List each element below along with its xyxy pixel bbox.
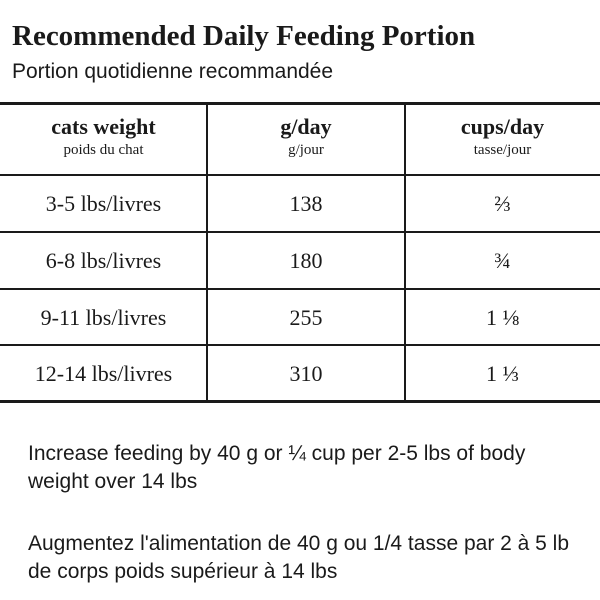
table-cell: 255: [289, 305, 323, 330]
note: Increase feeding by 40 g or ¼ cup per 2-…: [28, 442, 526, 493]
table-border: [0, 102, 600, 105]
column-header: cups/day tasse/jour: [405, 114, 600, 159]
column-header: cats weight poids du chat: [0, 114, 207, 159]
column-divider: [206, 103, 208, 402]
table-cell: 6-8 lbs/livres: [45, 248, 162, 273]
table-cell: 138: [289, 191, 323, 216]
column-title: cats weight: [51, 114, 156, 139]
table-cell: 1 ⅛: [486, 305, 519, 330]
table-cell: 180: [289, 248, 323, 273]
column-title: g/day: [280, 114, 332, 139]
column-header: g/day g/jour: [207, 114, 405, 159]
table-border: [0, 400, 600, 403]
title: Recommended Daily Feeding Portion: [12, 20, 476, 52]
column-title: cups/day: [460, 114, 545, 139]
column-subtitle: tasse/jour: [473, 142, 532, 158]
table-cell: 9-11 lbs/livres: [40, 305, 167, 330]
table-cell: ¾: [494, 248, 511, 273]
row-divider: [0, 288, 600, 290]
subtitle: Portion quotidienne recommandée: [12, 60, 334, 83]
row-divider: [0, 231, 600, 233]
column-divider: [404, 103, 406, 402]
table-cell: 12-14 lbs/livres: [34, 361, 173, 386]
table-cell: 1 ⅓: [486, 361, 519, 386]
column-subtitle: g/jour: [288, 142, 324, 158]
note: Augmentez l'alimentation de 40 g ou 1/4 …: [28, 532, 570, 583]
table-cell: ⅔: [494, 191, 511, 216]
row-divider: [0, 174, 600, 176]
row-divider: [0, 344, 600, 346]
table-cell: 3-5 lbs/livres: [45, 191, 162, 216]
column-subtitle: poids du chat: [63, 142, 144, 158]
table-cell: 310: [289, 361, 323, 386]
